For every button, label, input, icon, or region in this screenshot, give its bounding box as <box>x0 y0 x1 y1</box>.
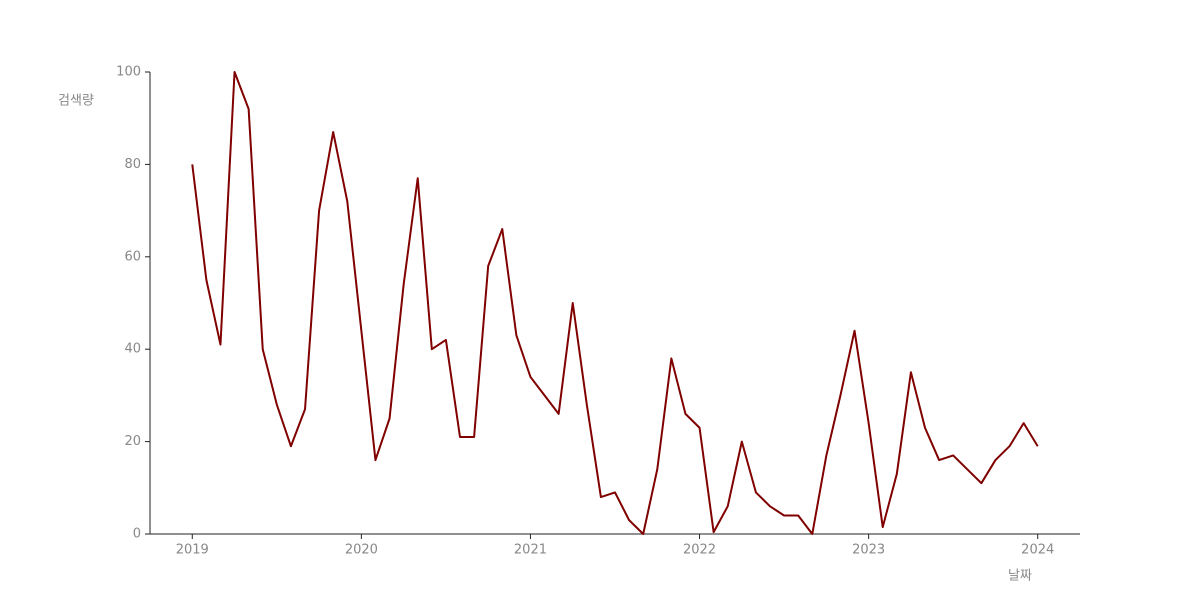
x-tick-label: 2019 <box>176 543 209 558</box>
y-tick-label: 80 <box>124 157 141 172</box>
y-tick-label: 40 <box>124 342 141 357</box>
y-tick-label: 0 <box>133 527 141 542</box>
x-axis-label: 날짜 <box>1008 569 1032 584</box>
y-tick-label: 100 <box>116 65 141 80</box>
y-axis-label: 검색량 <box>58 94 94 109</box>
y-tick-label: 60 <box>124 249 141 264</box>
x-tick-label: 2021 <box>514 543 547 558</box>
x-tick-label: 2020 <box>345 543 378 558</box>
x-tick-label: 2024 <box>1021 543 1054 558</box>
x-tick-label: 2023 <box>852 543 885 558</box>
line <box>191 71 1039 535</box>
x-tick-label: 2022 <box>683 543 716 558</box>
y-tick-label: 20 <box>124 434 141 449</box>
